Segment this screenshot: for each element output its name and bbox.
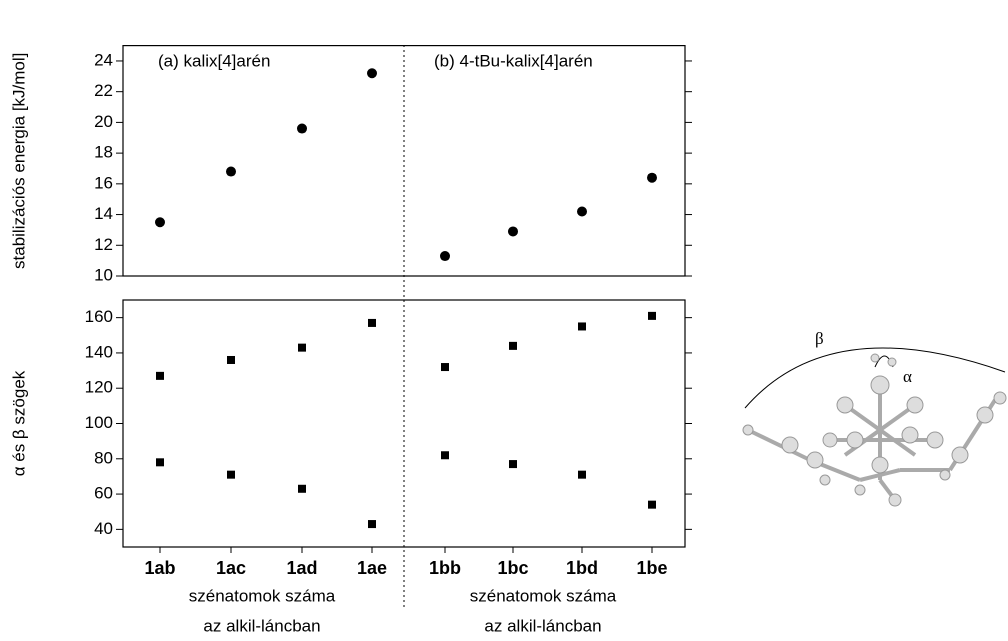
marker <box>508 226 518 237</box>
marker <box>368 318 376 327</box>
x-tick-label: 1bd <box>566 558 598 578</box>
x-tick-label: 1be <box>636 558 667 578</box>
y-tick-label: 60 <box>94 484 113 503</box>
marker <box>578 470 586 479</box>
y-tick-label: 140 <box>85 342 113 361</box>
molecule <box>742 347 1007 507</box>
marker <box>298 343 306 352</box>
y-axis-label: α és β szögek <box>9 370 28 476</box>
plot-frame <box>122 299 686 548</box>
y-tick-label: 120 <box>85 378 113 397</box>
marker <box>509 460 517 469</box>
marker <box>577 206 587 217</box>
plot-frame <box>122 44 686 277</box>
x-tick-label: 1ab <box>144 558 175 578</box>
y-tick-label: 160 <box>85 307 113 326</box>
figure-label: β <box>815 329 824 348</box>
marker <box>367 68 377 79</box>
marker <box>509 341 517 350</box>
x-tick-label: 1ac <box>216 558 246 578</box>
y-tick-label: 18 <box>94 143 113 162</box>
y-tick-label: 20 <box>94 112 113 131</box>
y-tick-label: 40 <box>94 519 113 538</box>
x-tick-label: 1bc <box>497 558 528 578</box>
marker <box>578 322 586 331</box>
y-tick-label: 12 <box>94 235 113 254</box>
panel-title: (a) kalix[4]arén <box>158 51 270 70</box>
marker <box>648 311 656 320</box>
x-axis-label: szénatomok száma <box>189 586 336 605</box>
panel-title: (b) 4-tBu-kalix[4]arén <box>434 51 593 70</box>
x-axis-label: az alkil-láncban <box>484 616 601 635</box>
y-tick-label: 22 <box>94 81 113 100</box>
x-tick-label: 1bb <box>429 558 461 578</box>
marker <box>298 484 306 493</box>
marker <box>297 123 307 134</box>
y-tick-label: 10 <box>94 265 113 284</box>
y-tick-label: 80 <box>94 448 113 467</box>
y-tick-label: 24 <box>94 50 113 69</box>
x-axis-label: az alkil-láncban <box>203 616 320 635</box>
marker <box>155 217 165 228</box>
marker <box>441 451 449 460</box>
marker <box>440 251 450 262</box>
marker <box>441 363 449 372</box>
x-tick-label: 1ad <box>286 558 317 578</box>
y-tick-label: 16 <box>94 173 113 192</box>
marker <box>227 355 235 364</box>
marker <box>156 371 164 380</box>
y-tick-label: 14 <box>94 204 113 223</box>
marker <box>647 172 657 183</box>
x-tick-label: 1ae <box>357 558 387 578</box>
x-axis-label: szénatomok száma <box>470 586 617 605</box>
marker <box>227 470 235 479</box>
marker <box>368 520 376 529</box>
y-tick-label: 100 <box>85 413 113 432</box>
figure-label: α <box>903 367 912 386</box>
marker <box>156 458 164 467</box>
y-axis-label: stabilizációs energia [kJ/mol] <box>9 53 28 269</box>
marker <box>648 500 656 509</box>
marker <box>226 166 236 177</box>
